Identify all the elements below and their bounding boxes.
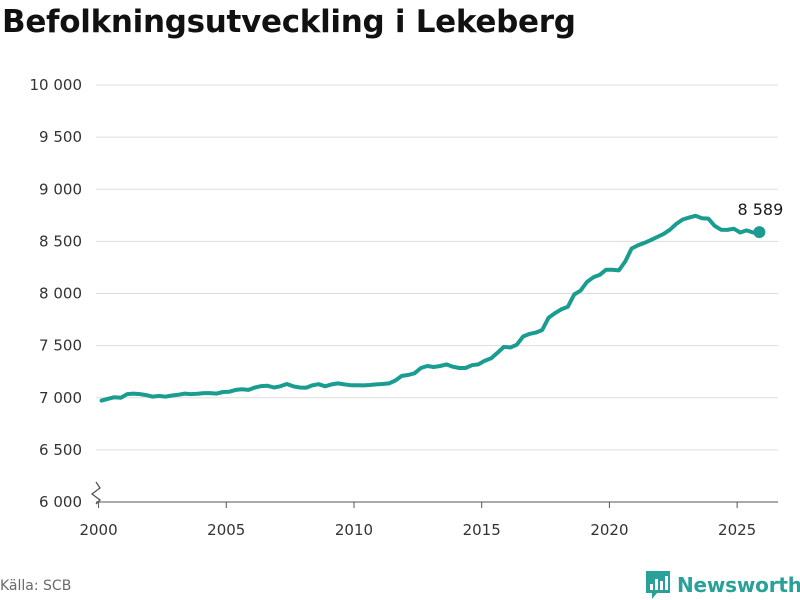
x-axis: [98, 502, 738, 508]
y-tick-label: 7 000: [39, 389, 82, 407]
last-value-label: 8 589: [737, 200, 783, 219]
x-tick-label: 2015: [463, 521, 501, 539]
x-tick-label: 2010: [335, 521, 373, 539]
x-axis-labels: 2000 2005 2010 2015 2020 2025: [79, 521, 756, 539]
brand-name: Newsworthy: [677, 573, 800, 597]
chart-title: Befolkningsutveckling i Lekeberg: [2, 4, 576, 40]
y-tick-label: 8 000: [39, 285, 82, 303]
y-tick-label: 6 000: [39, 493, 82, 511]
y-tick-label: 7 500: [39, 337, 82, 355]
source-note: Källa: SCB: [0, 578, 72, 594]
population-line: [99, 213, 762, 403]
y-tick-label: 10 000: [30, 76, 83, 94]
y-tick-label: 8 500: [39, 232, 82, 250]
last-value-marker: [753, 226, 766, 239]
x-tick-label: 2000: [79, 521, 117, 539]
x-tick-label: 2020: [590, 521, 628, 539]
y-tick-label: 9 000: [39, 180, 82, 198]
x-tick-label: 2005: [207, 521, 245, 539]
y-axis-labels: 6 000 6 500 7 000 7 500 8 000 8 500 9 000 9 500…: [30, 76, 83, 511]
y-tick-label: 6 500: [39, 441, 82, 459]
y-axis-break-icon: [90, 481, 101, 505]
brand-logo: Newsworthy: [645, 570, 800, 600]
y-tick-label: 9 500: [39, 128, 82, 146]
gridlines: [96, 84, 778, 503]
newsworthy-logo-icon: [646, 571, 670, 599]
series-layer: 8 589: [99, 200, 783, 403]
x-tick-label: 2025: [718, 521, 756, 539]
